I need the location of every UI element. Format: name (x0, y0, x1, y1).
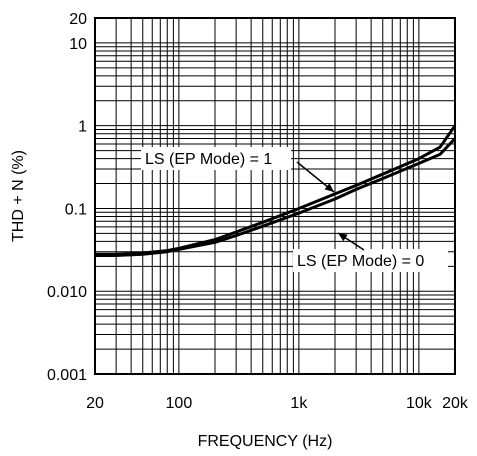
x-tick-label: 10k (406, 395, 433, 412)
y-axis-label: THD + N (%) (10, 150, 27, 242)
y-tick-label: 10 (69, 36, 87, 53)
annotation-bg-0 (141, 147, 291, 170)
y-tick-label: 0.001 (47, 367, 87, 384)
y-tick-label: 20 (69, 11, 87, 28)
x-tick-labels: 20 100 1k 10k 20k (86, 395, 469, 412)
annotation-bg-1 (293, 249, 448, 272)
y-tick-label: 0.010 (47, 284, 87, 301)
x-tick-label: 20k (442, 395, 469, 412)
annotation-label-0: LS (EP Mode) = 1 (145, 151, 272, 168)
y-tick-label: 0.1 (65, 201, 87, 218)
x-tick-label: 1k (290, 395, 308, 412)
series-line-0 (95, 124, 457, 256)
annotation-label-1: LS (EP Mode) = 0 (297, 253, 424, 270)
annotation-arrowhead-1 (338, 233, 348, 242)
y-tick-labels: 0.001 0.010 0.1 1 10 20 (47, 11, 87, 384)
grid (95, 18, 455, 374)
y-tick-label: 1 (78, 119, 87, 136)
x-axis-label: FREQUENCY (Hz) (198, 433, 333, 450)
x-tick-label: 100 (166, 395, 193, 412)
annotations: LS (EP Mode) = 1 LS (EP Mode) = 0 (141, 147, 448, 272)
series-group (95, 124, 457, 257)
plot-frame (94, 17, 456, 375)
x-tick-label: 20 (86, 395, 104, 412)
series-line-1 (95, 137, 457, 257)
annotation-arrowhead-0 (324, 183, 334, 192)
